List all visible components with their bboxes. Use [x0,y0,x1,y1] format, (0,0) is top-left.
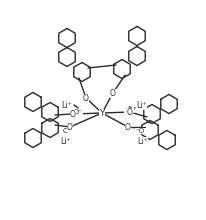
Text: O: O [126,108,132,117]
Text: Li⁺: Li⁺ [137,136,147,145]
Text: O: O [70,110,76,119]
Text: ⁻O: ⁻O [124,107,133,113]
Text: O: O [70,110,76,119]
Text: ⁻O: ⁻O [135,128,144,134]
Text: O: O [110,88,115,97]
Text: Li⁺: Li⁺ [136,101,147,110]
Text: O⁻: O⁻ [62,128,71,134]
Text: Li⁺: Li⁺ [61,101,72,110]
Text: O: O [126,108,132,117]
Text: O: O [67,123,73,132]
Text: O: O [124,123,130,132]
Text: O⁻: O⁻ [73,109,82,115]
Text: O: O [124,123,130,132]
Text: Y: Y [99,108,104,117]
Text: Li⁺: Li⁺ [60,136,71,145]
Text: O: O [67,123,73,132]
Text: O: O [83,94,89,103]
